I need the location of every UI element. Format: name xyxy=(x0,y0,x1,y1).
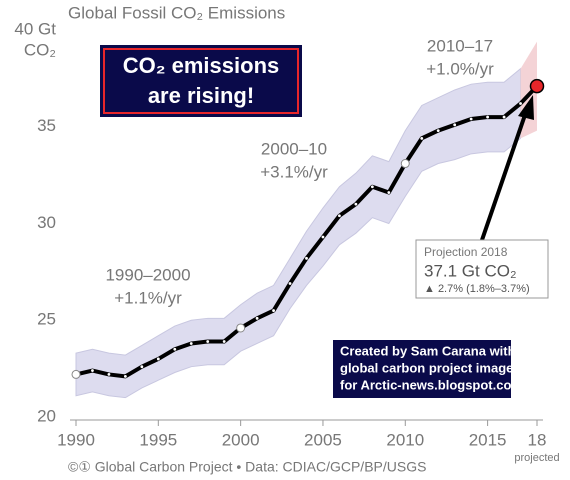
point xyxy=(206,340,210,343)
point xyxy=(321,235,325,239)
credit: global carbon project image xyxy=(340,360,513,375)
headline: are rising! xyxy=(148,83,254,108)
chart-title: Global Fossil CO₂ Emissions xyxy=(68,3,285,22)
point xyxy=(338,214,341,218)
headline: CO₂ emissions xyxy=(123,53,280,78)
point xyxy=(519,102,522,105)
x-tick-label: 2010 xyxy=(386,430,424,449)
point xyxy=(272,309,275,312)
point xyxy=(91,369,94,372)
point xyxy=(436,129,440,133)
arrow xyxy=(480,111,528,241)
x-tick-label: 1990 xyxy=(57,430,95,449)
y-axis-label: CO₂ xyxy=(24,40,56,59)
decade-point xyxy=(236,323,246,333)
point xyxy=(123,374,127,378)
point xyxy=(173,347,177,351)
projection-box xyxy=(415,239,549,299)
arrow-head xyxy=(518,95,534,120)
point xyxy=(486,115,490,119)
credit-box xyxy=(333,340,511,398)
x-tick-label: 2015 xyxy=(469,430,507,449)
decade-point xyxy=(400,159,410,169)
source: ©① Global Carbon Project • Data: CDIAC/G… xyxy=(68,459,426,475)
point xyxy=(305,256,308,260)
point xyxy=(354,202,358,206)
annotation: +1.1%/yr xyxy=(114,288,182,307)
headline-box xyxy=(100,45,302,117)
point xyxy=(255,316,259,320)
y-tick-label: 35 xyxy=(37,116,56,135)
x-tick-label: 2000 xyxy=(222,430,260,449)
point xyxy=(387,191,391,194)
projection-title: Projection 2018 xyxy=(424,245,508,259)
point xyxy=(156,357,160,361)
credit: for Arctic-news.blogspot.com xyxy=(340,377,523,392)
point xyxy=(189,342,193,345)
point xyxy=(420,136,424,140)
projection-value: 37.1 Gt CO₂ xyxy=(424,261,517,280)
x-tick-label: 18 xyxy=(528,430,547,449)
point xyxy=(140,365,144,369)
y-tick-label: 40 Gt xyxy=(14,19,56,38)
annotation: 2010–17 xyxy=(427,36,493,55)
x-tick-label: 1995 xyxy=(139,430,177,449)
x-tick-note: projected xyxy=(514,452,559,464)
projection-change: ▲ 2.7% (1.8%–3.7%) xyxy=(424,283,530,295)
projected-point xyxy=(529,78,545,94)
annotation: 2000–10 xyxy=(261,139,327,158)
decade-point xyxy=(71,369,81,379)
annotation: +1.0%/yr xyxy=(426,59,494,78)
y-tick-label: 20 xyxy=(37,406,56,425)
point xyxy=(370,185,374,189)
point xyxy=(288,282,292,285)
credit: Created by Sam Carana with xyxy=(340,343,516,358)
annotation: 1990–2000 xyxy=(105,265,190,284)
y-tick-label: 30 xyxy=(37,213,56,232)
annotation: +3.1%/yr xyxy=(260,162,328,181)
point xyxy=(502,115,506,119)
point xyxy=(107,373,111,376)
point xyxy=(453,123,457,127)
point xyxy=(469,117,473,121)
point xyxy=(222,340,226,343)
headline-border xyxy=(103,48,299,114)
x-tick-label: 2005 xyxy=(304,430,342,449)
y-tick-label: 25 xyxy=(37,310,56,329)
